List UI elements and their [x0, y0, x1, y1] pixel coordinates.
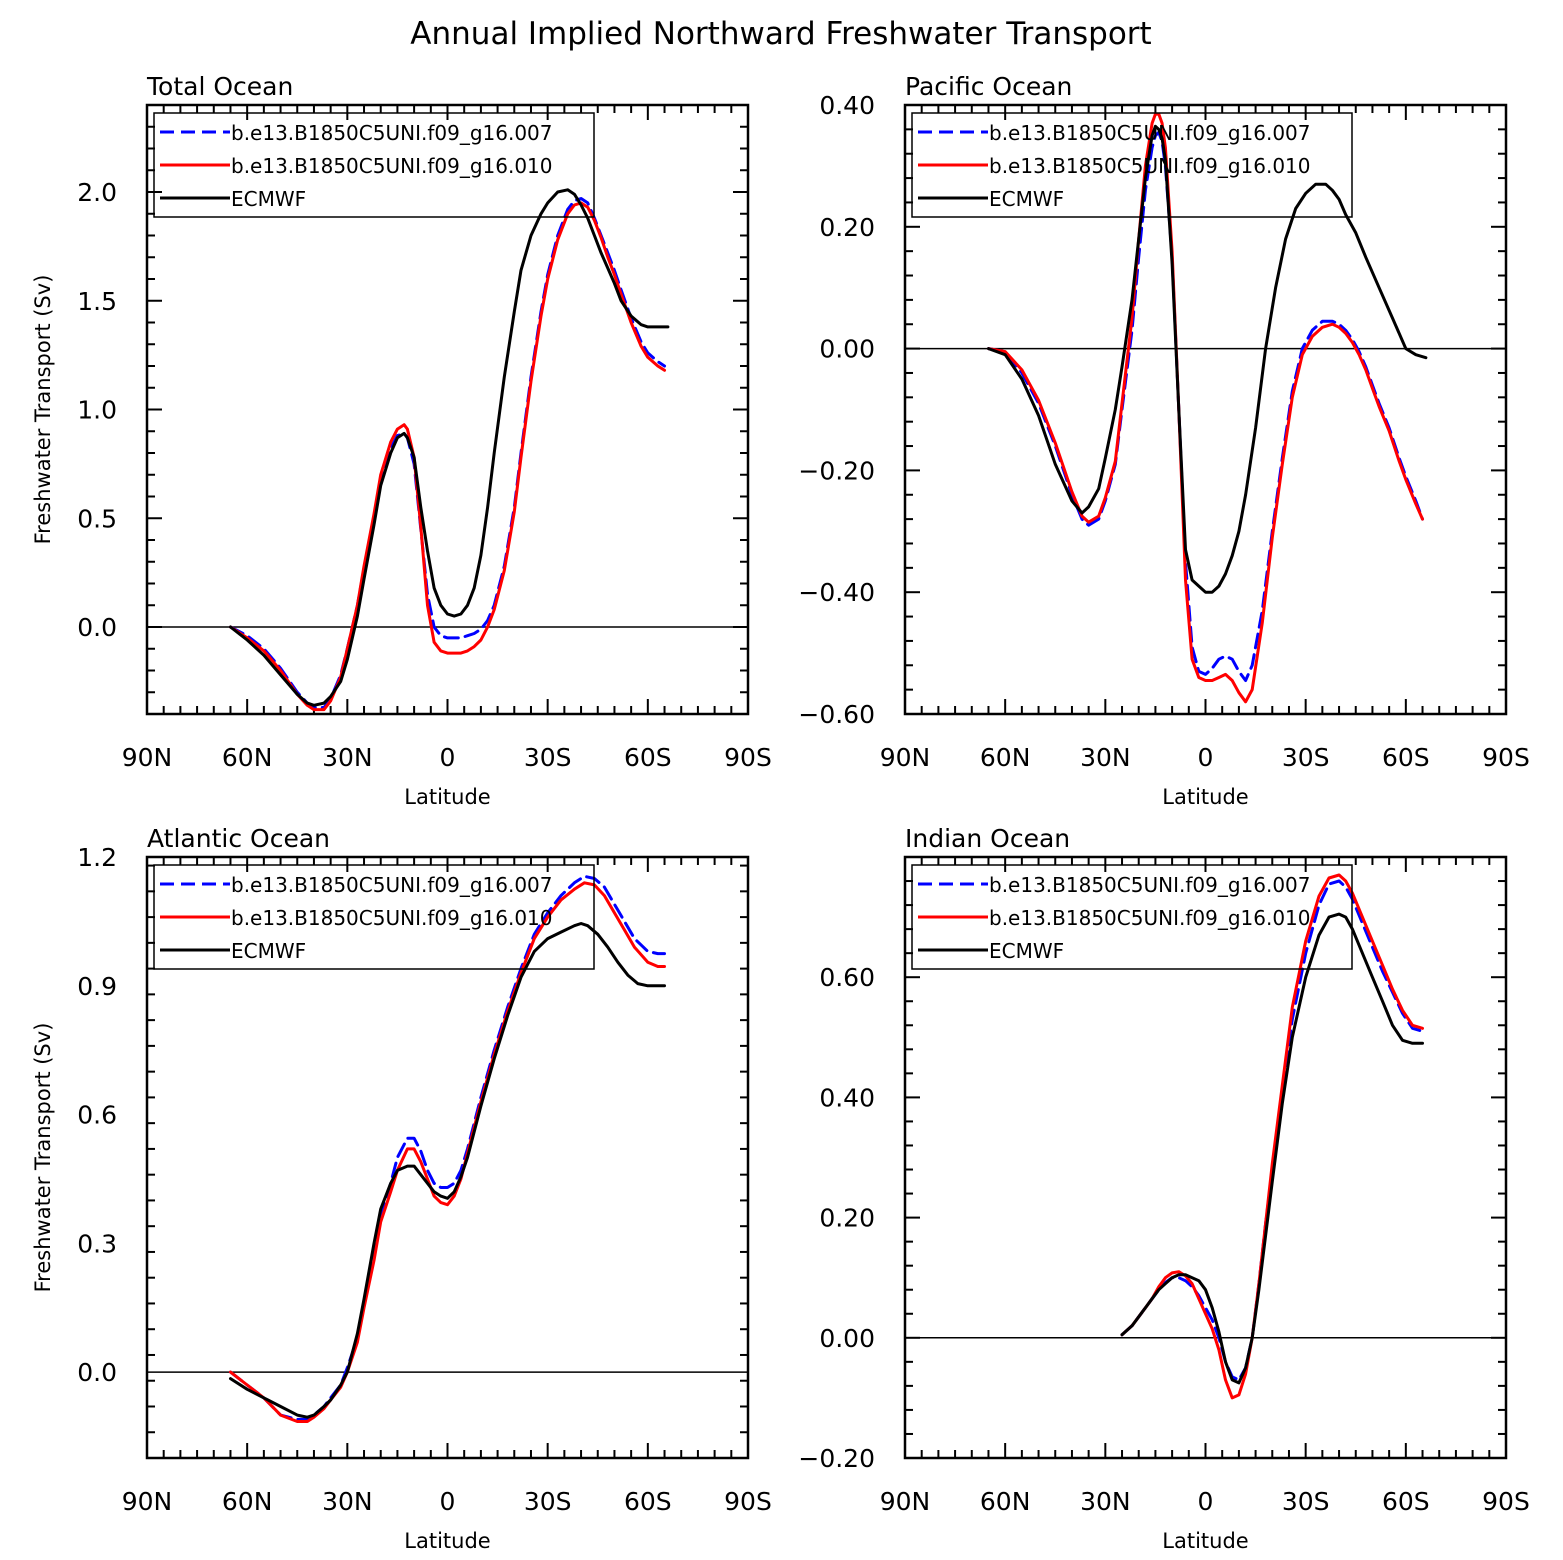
- indian-ocean-x-tick-label: 90N: [880, 1487, 931, 1516]
- indian-ocean-series-ecmwf: [1120, 912, 1424, 1385]
- total-ocean-x-tick-label: 30N: [322, 743, 373, 772]
- indian-ocean-legend-label: b.e13.B1850C5UNI.f09_g16.010: [989, 906, 1311, 930]
- pacific-ocean-legend-box: [911, 112, 1353, 218]
- indian-ocean-title: Indian Ocean: [905, 824, 1070, 853]
- indian-ocean-y-tick-label: 0.60: [819, 963, 875, 992]
- pacific-ocean-y-tick-label: −0.40: [798, 578, 875, 607]
- pacific-ocean-panel: Pacific Ocean 90N 60N 30N 0 30S 60S 90S Latitude…: [798, 72, 1529, 809]
- figure-title: Annual Implied Northward Freshwater Tran…: [410, 16, 1151, 52]
- pacific-ocean-x-tick-label: 90S: [1482, 743, 1530, 772]
- total-ocean-legend-box: [153, 112, 595, 218]
- indian-ocean-y-tick-label: 0.20: [819, 1204, 875, 1233]
- atlantic-ocean-y-tick-label: 0.6: [77, 1101, 117, 1130]
- total-ocean-legend: b.e13.B1850C5UNI.f09_g16.007 b.e13.B1850C…: [153, 112, 595, 218]
- atlantic-ocean-y-tick-label: 0.0: [77, 1358, 117, 1387]
- total-ocean-x-axis-label: Latitude: [404, 785, 490, 809]
- total-ocean-x-tick-label: 30S: [524, 743, 572, 772]
- indian-ocean-x-tick-label: 60N: [980, 1487, 1031, 1516]
- atlantic-ocean-legend-label: b.e13.B1850C5UNI.f09_g16.010: [231, 906, 553, 930]
- indian-ocean-x-tick-label: 90S: [1482, 1487, 1530, 1516]
- indian-ocean-legend-label: b.e13.B1850C5UNI.f09_g16.007: [989, 873, 1311, 897]
- indian-ocean-legend-box: [911, 864, 1353, 970]
- pacific-ocean-series-ecmwf: [987, 124, 1428, 594]
- total-ocean-legend-label: b.e13.B1850C5UNI.f09_g16.010: [231, 154, 553, 178]
- atlantic-ocean-x-tick-label: 30N: [322, 1487, 373, 1516]
- total-ocean-x-tick-label: 90N: [122, 743, 173, 772]
- indian-ocean-panel: Indian Ocean 90N 60N 30N 0 30S 60S 90S Latitude −…: [798, 824, 1529, 1553]
- indian-ocean-x-axis-label: Latitude: [1162, 1529, 1248, 1553]
- indian-ocean-x-tick-label: 30S: [1282, 1487, 1330, 1516]
- pacific-ocean-x-tick-label: 30N: [1080, 743, 1131, 772]
- atlantic-ocean-x-tick-label: 90S: [724, 1487, 772, 1516]
- indian-ocean-legend: b.e13.B1850C5UNI.f09_g16.007 b.e13.B1850C…: [911, 864, 1353, 970]
- pacific-ocean-legend: b.e13.B1850C5UNI.f09_g16.007 b.e13.B1850C…: [911, 112, 1353, 218]
- atlantic-ocean-x-tick-label: 60S: [624, 1487, 672, 1516]
- pacific-ocean-x-tick-label: 90N: [880, 743, 931, 772]
- atlantic-ocean-title: Atlantic Ocean: [147, 824, 330, 853]
- indian-ocean-x-tick-label: 0: [1198, 1487, 1214, 1516]
- total-ocean-x-tick-label: 0: [440, 743, 456, 772]
- atlantic-ocean-legend-box: [153, 864, 595, 970]
- atlantic-ocean-x-tick-label: 30S: [524, 1487, 572, 1516]
- pacific-ocean-y-tick-label: 0.20: [819, 213, 875, 242]
- indian-ocean-legend-label: ECMWF: [989, 939, 1064, 963]
- pacific-ocean-legend-label: b.e13.B1850C5UNI.f09_g16.007: [989, 121, 1311, 145]
- pacific-ocean-x-axis-label: Latitude: [1162, 785, 1248, 809]
- pacific-ocean-x-tick-label: 30S: [1282, 743, 1330, 772]
- total-ocean-legend-label: ECMWF: [231, 187, 306, 211]
- pacific-ocean-y-tick-label: −0.20: [798, 456, 875, 485]
- atlantic-ocean-x-tick-label: 60N: [222, 1487, 273, 1516]
- total-ocean-series-b-e13-b1850c5uni-f09-g16-010: [229, 201, 666, 712]
- total-ocean-x-tick-label: 90S: [724, 743, 772, 772]
- indian-ocean-series-b-e13-b1850c5uni-f09-g16-010: [1120, 873, 1424, 1400]
- atlantic-ocean-x-axis-label: Latitude: [404, 1529, 490, 1553]
- indian-ocean-y-tick-label: 0.40: [819, 1083, 875, 1112]
- total-ocean-y-tick-label: 1.0: [77, 396, 117, 425]
- atlantic-ocean-y-axis-label: Freshwater Transport (Sv): [31, 1023, 55, 1293]
- pacific-ocean-x-tick-label: 0: [1198, 743, 1214, 772]
- atlantic-ocean-panel: Atlantic Ocean 90N 60N 30N 0 30S 60S 90S Latitud…: [31, 824, 772, 1553]
- atlantic-ocean-legend-label: b.e13.B1850C5UNI.f09_g16.007: [231, 873, 553, 897]
- total-ocean-y-tick-label: 0.5: [77, 504, 117, 533]
- total-ocean-panel: Total Ocean 90N 60N 30N 0 30S 60S 90S Latitude 0.…: [31, 72, 772, 809]
- atlantic-ocean-y-tick-label: 0.3: [77, 1229, 117, 1258]
- indian-ocean-y-tick-label: −0.20: [798, 1444, 875, 1473]
- pacific-ocean-x-tick-label: 60S: [1382, 743, 1430, 772]
- total-ocean-legend-label: b.e13.B1850C5UNI.f09_g16.007: [231, 121, 553, 145]
- total-ocean-y-tick-label: 1.5: [77, 287, 117, 316]
- total-ocean-y-axis-label: Freshwater Transport (Sv): [31, 275, 55, 545]
- atlantic-ocean-y-tick-label: 1.2: [77, 843, 117, 872]
- total-ocean-x-tick-label: 60N: [222, 743, 273, 772]
- pacific-ocean-y-tick-label: −0.60: [798, 700, 875, 729]
- pacific-ocean-x-tick-label: 60N: [980, 743, 1031, 772]
- pacific-ocean-legend-label: ECMWF: [989, 187, 1064, 211]
- atlantic-ocean-series-ecmwf: [229, 922, 666, 1419]
- atlantic-ocean-legend: b.e13.B1850C5UNI.f09_g16.007 b.e13.B1850C…: [153, 864, 595, 970]
- total-ocean-title: Total Ocean: [146, 72, 293, 101]
- pacific-ocean-title: Pacific Ocean: [905, 72, 1072, 101]
- panels-container: Total Ocean 90N 60N 30N 0 30S 60S 90S Latitude 0.…: [31, 72, 1530, 1553]
- total-ocean-y-tick-label: 2.0: [77, 178, 117, 207]
- atlantic-ocean-series-b-e13-b1850c5uni-f09-g16-010: [229, 881, 666, 1423]
- atlantic-ocean-y-tick-label: 0.9: [77, 972, 117, 1001]
- pacific-ocean-legend-label: b.e13.B1850C5UNI.f09_g16.010: [989, 154, 1311, 178]
- total-ocean-x-tick-label: 60S: [624, 743, 672, 772]
- total-ocean-y-tick-label: 0.0: [77, 613, 117, 642]
- pacific-ocean-series-b-e13-b1850c5uni-f09-g16-010: [987, 112, 1424, 704]
- indian-ocean-x-tick-label: 30N: [1080, 1487, 1131, 1516]
- atlantic-ocean-x-tick-label: 0: [440, 1487, 456, 1516]
- pacific-ocean-y-tick-label: 0.40: [819, 91, 875, 120]
- atlantic-ocean-legend-label: ECMWF: [231, 939, 306, 963]
- pacific-ocean-series-b-e13-b1850c5uni-f09-g16-007: [987, 130, 1424, 682]
- atlantic-ocean-x-tick-label: 90N: [122, 1487, 173, 1516]
- indian-ocean-x-tick-label: 60S: [1382, 1487, 1430, 1516]
- indian-ocean-y-tick-label: 0.00: [819, 1324, 875, 1353]
- total-ocean-series-ecmwf: [229, 188, 670, 707]
- pacific-ocean-y-tick-label: 0.00: [819, 335, 875, 364]
- total-ocean-series-b-e13-b1850c5uni-f09-g16-007: [229, 197, 666, 709]
